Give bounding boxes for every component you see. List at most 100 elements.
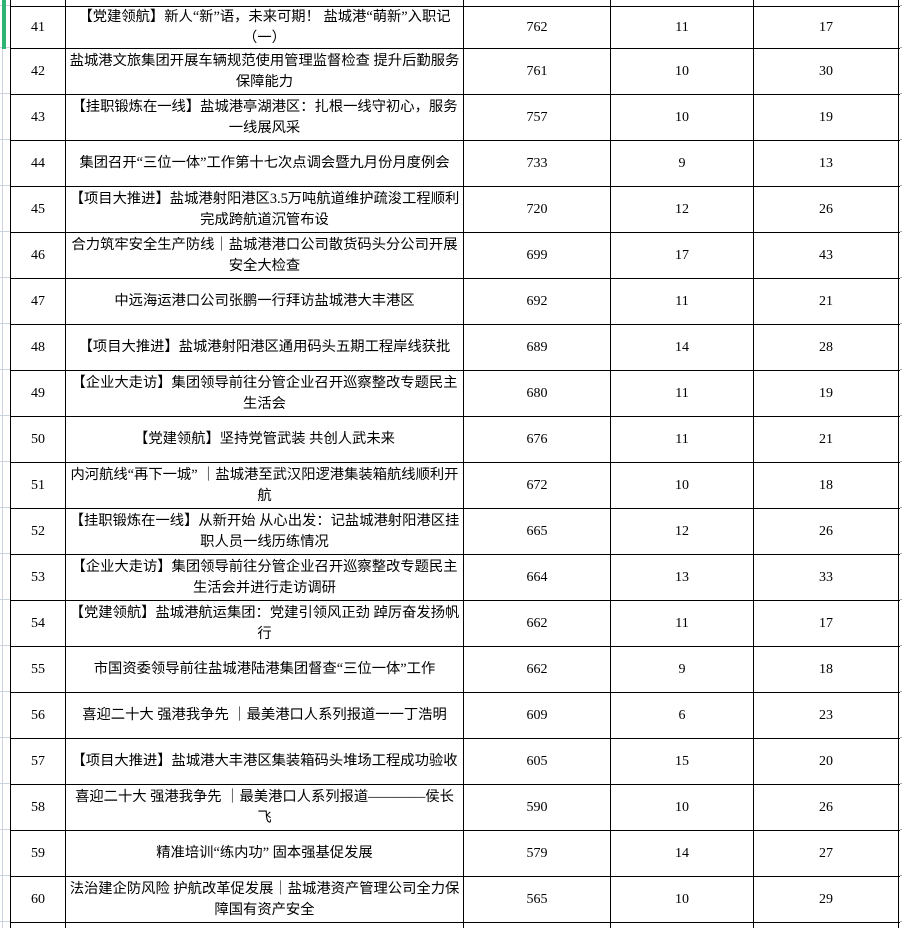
metric2-cell[interactable]: 14	[611, 325, 754, 370]
title-cell[interactable]: 【项目大推进】盐城港射阳港区通用码头五期工程岸线获批	[66, 325, 464, 370]
title-cell[interactable]: 集团召开“三位一体”工作第十七次点调会暨九月份月度例会	[66, 141, 464, 186]
row-number-cell[interactable]: 47	[11, 279, 66, 324]
metric2-cell[interactable]: 11	[611, 601, 754, 646]
row-number-cell[interactable]: 53	[11, 555, 66, 600]
title-cell[interactable]: 【项目大推进】盐城港射阳港区3.5万吨航道维护疏浚工程顺利完成跨航道沉管布设	[66, 187, 464, 232]
table-row[interactable]: 54 【党建领航】盐城港航运集团：党建引领风正劲 踔厉奋发扬帆行 662 11 …	[0, 601, 902, 647]
metric2-cell[interactable]: 6	[611, 693, 754, 738]
row-number-cell[interactable]: 43	[11, 95, 66, 140]
metric2-cell[interactable]: 11	[611, 371, 754, 416]
empty-cell[interactable]	[754, 923, 899, 928]
metric3-cell[interactable]: 28	[754, 325, 899, 370]
metric3-cell[interactable]: 26	[754, 187, 899, 232]
empty-cell[interactable]	[611, 0, 754, 6]
metric3-cell[interactable]: 17	[754, 7, 899, 48]
metric3-cell[interactable]: 43	[754, 233, 899, 278]
table-row[interactable]: 47 中远海运港口公司张鹏一行拜访盐城港大丰港区 692 11 21	[0, 279, 902, 325]
table-row[interactable]: 56 喜迎二十大 强港我争先 ｜最美港口人系列报道一一丁浩明 609 6 23	[0, 693, 902, 739]
row-number-cell[interactable]: 49	[11, 371, 66, 416]
row-number-cell[interactable]: 56	[11, 693, 66, 738]
table-row[interactable]: 42 盐城港文旅集团开展车辆规范使用管理监督检查 提升后勤服务保障能力 761 …	[0, 49, 902, 95]
metric1-cell[interactable]: 664	[464, 555, 611, 600]
title-cell[interactable]: 喜迎二十大 强港我争先 ｜最美港口人系列报道————侯长飞	[66, 785, 464, 830]
metric1-cell[interactable]: 579	[464, 831, 611, 876]
title-cell[interactable]: 【党建领航】新人“新”语，未来可期！ 盐城港“萌新”入职记（一）	[66, 7, 464, 48]
title-cell[interactable]: 【党建领航】坚持党管武装 共创人武未来	[66, 417, 464, 462]
table-row[interactable]: 55 市国资委领导前往盐城港陆港集团督查“三位一体”工作 662 9 18	[0, 647, 902, 693]
row-number-cell[interactable]: 60	[11, 877, 66, 922]
metric1-cell[interactable]: 720	[464, 187, 611, 232]
row-number-cell[interactable]: 46	[11, 233, 66, 278]
table-row[interactable]: 48 【项目大推进】盐城港射阳港区通用码头五期工程岸线获批 689 14 28	[0, 325, 902, 371]
metric3-cell[interactable]: 20	[754, 739, 899, 784]
row-number-cell[interactable]: 58	[11, 785, 66, 830]
title-cell[interactable]: 精准培训“练内功” 固本强基促发展	[66, 831, 464, 876]
empty-cell[interactable]	[464, 0, 611, 6]
metric3-cell[interactable]: 26	[754, 509, 899, 554]
metric1-cell[interactable]: 662	[464, 647, 611, 692]
metric2-cell[interactable]: 12	[611, 509, 754, 554]
table-row[interactable]: 50 【党建领航】坚持党管武装 共创人武未来 676 11 21	[0, 417, 902, 463]
metric2-cell[interactable]: 10	[611, 463, 754, 508]
metric3-cell[interactable]: 26	[754, 785, 899, 830]
metric3-cell[interactable]: 19	[754, 371, 899, 416]
row-number-cell[interactable]: 44	[11, 141, 66, 186]
metric1-cell[interactable]: 733	[464, 141, 611, 186]
metric3-cell[interactable]: 23	[754, 693, 899, 738]
metric2-cell[interactable]: 9	[611, 647, 754, 692]
empty-cell[interactable]	[464, 923, 611, 928]
empty-cell[interactable]	[11, 923, 66, 928]
title-cell[interactable]: 喜迎二十大 强港我争先 ｜最美港口人系列报道一一丁浩明	[66, 693, 464, 738]
title-cell[interactable]: 市国资委领导前往盐城港陆港集团督查“三位一体”工作	[66, 647, 464, 692]
metric2-cell[interactable]: 11	[611, 417, 754, 462]
table-row[interactable]: 51 内河航线“再下一城” ｜盐城港至武汉阳逻港集装箱航线顺利开航 672 10…	[0, 463, 902, 509]
empty-cell[interactable]	[611, 923, 754, 928]
metric2-cell[interactable]: 11	[611, 7, 754, 48]
row-number-cell[interactable]: 48	[11, 325, 66, 370]
metric1-cell[interactable]: 590	[464, 785, 611, 830]
metric3-cell[interactable]: 21	[754, 417, 899, 462]
metric1-cell[interactable]: 662	[464, 601, 611, 646]
table-row[interactable]: 41 【党建领航】新人“新”语，未来可期！ 盐城港“萌新”入职记（一） 762 …	[0, 7, 902, 49]
title-cell[interactable]: 法治建企防风险 护航改革促发展｜盐城港资产管理公司全力保障国有资产安全	[66, 877, 464, 922]
metric2-cell[interactable]: 13	[611, 555, 754, 600]
empty-cell[interactable]	[66, 0, 464, 6]
metric2-cell[interactable]: 17	[611, 233, 754, 278]
metric3-cell[interactable]: 18	[754, 647, 899, 692]
metric3-cell[interactable]: 21	[754, 279, 899, 324]
table-row[interactable]: 44 集团召开“三位一体”工作第十七次点调会暨九月份月度例会 733 9 13	[0, 141, 902, 187]
title-cell[interactable]: 中远海运港口公司张鹏一行拜访盐城港大丰港区	[66, 279, 464, 324]
metric2-cell[interactable]: 9	[611, 141, 754, 186]
empty-cell[interactable]	[11, 0, 66, 6]
row-number-cell[interactable]: 57	[11, 739, 66, 784]
table-row[interactable]: 43 【挂职锻炼在一线】盐城港亭湖港区：扎根一线守初心，服务一线展风采 757 …	[0, 95, 902, 141]
row-number-cell[interactable]: 50	[11, 417, 66, 462]
table-row[interactable]: 59 精准培训“练内功” 固本强基促发展 579 14 27	[0, 831, 902, 877]
metric2-cell[interactable]: 15	[611, 739, 754, 784]
metric2-cell[interactable]: 11	[611, 279, 754, 324]
metric1-cell[interactable]: 605	[464, 739, 611, 784]
table-row[interactable]: 52 【挂职锻炼在一线】从新开始 从心出发：记盐城港射阳港区挂职人员一线历练情况…	[0, 509, 902, 555]
title-cell[interactable]: 【企业大走访】集团领导前往分管企业召开巡察整改专题民主生活会	[66, 371, 464, 416]
metric2-cell[interactable]: 10	[611, 49, 754, 94]
metric1-cell[interactable]: 565	[464, 877, 611, 922]
table-row[interactable]: 46 合力筑牢安全生产防线｜盐城港港口公司散货码头分公司开展安全大检查 699 …	[0, 233, 902, 279]
metric1-cell[interactable]: 699	[464, 233, 611, 278]
title-cell[interactable]: 【项目大推进】盐城港大丰港区集装箱码头堆场工程成功验收	[66, 739, 464, 784]
metric1-cell[interactable]: 609	[464, 693, 611, 738]
empty-cell[interactable]	[754, 0, 899, 6]
title-cell[interactable]: 合力筑牢安全生产防线｜盐城港港口公司散货码头分公司开展安全大检查	[66, 233, 464, 278]
metric2-cell[interactable]: 12	[611, 187, 754, 232]
row-number-cell[interactable]: 51	[11, 463, 66, 508]
title-cell[interactable]: 内河航线“再下一城” ｜盐城港至武汉阳逻港集装箱航线顺利开航	[66, 463, 464, 508]
table-row[interactable]: 58 喜迎二十大 强港我争先 ｜最美港口人系列报道————侯长飞 590 10 …	[0, 785, 902, 831]
table-row[interactable]: 60 法治建企防风险 护航改革促发展｜盐城港资产管理公司全力保障国有资产安全 5…	[0, 877, 902, 923]
metric2-cell[interactable]: 14	[611, 831, 754, 876]
metric1-cell[interactable]: 689	[464, 325, 611, 370]
metric1-cell[interactable]: 665	[464, 509, 611, 554]
row-number-cell[interactable]: 52	[11, 509, 66, 554]
title-cell[interactable]: 【党建领航】盐城港航运集团：党建引领风正劲 踔厉奋发扬帆行	[66, 601, 464, 646]
row-number-cell[interactable]: 41	[11, 7, 66, 48]
title-cell[interactable]: 【企业大走访】集团领导前往分管企业召开巡察整改专题民主生活会并进行走访调研	[66, 555, 464, 600]
table-row[interactable]: 57 【项目大推进】盐城港大丰港区集装箱码头堆场工程成功验收 605 15 20	[0, 739, 902, 785]
